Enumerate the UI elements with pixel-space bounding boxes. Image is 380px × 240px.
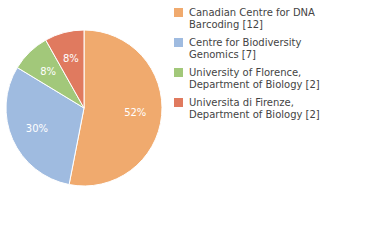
legend-swatch: [174, 38, 183, 47]
legend-label-line: Centre for Biodiversity: [189, 37, 302, 48]
legend-item: University of Florence,Department of Bio…: [174, 67, 320, 90]
legend-label-line: University of Florence,: [189, 67, 301, 78]
legend-item: Centre for BiodiversityGenomics [7]: [174, 37, 302, 60]
legend-label-line: Genomics [7]: [189, 49, 256, 60]
legend-item: Canadian Centre for DNABarcoding [12]: [174, 7, 315, 30]
legend-label: University of Florence,Department of Bio…: [189, 67, 320, 90]
legend-label-line: Barcoding [12]: [189, 19, 263, 30]
chart: 52% 30% 8% 8% Canadian Centre for DNABarcodi…: [0, 0, 380, 240]
legend-label-line: Universita di Firenze,: [189, 97, 294, 108]
data-label: 30%: [26, 123, 48, 134]
data-label: 8%: [40, 66, 56, 77]
legend-label-line: Department of Biology [2]: [189, 109, 320, 120]
legend: Canadian Centre for DNABarcoding [12] Cen…: [174, 7, 320, 120]
legend-item: Universita di Firenze,Department of Biol…: [174, 97, 320, 120]
legend-swatch: [174, 8, 183, 17]
legend-label: Universita di Firenze,Department of Biol…: [189, 97, 320, 120]
data-label: 52%: [124, 107, 146, 118]
data-label: 8%: [63, 53, 79, 64]
legend-swatch: [174, 98, 183, 107]
pie: [6, 30, 162, 186]
legend-label: Canadian Centre for DNABarcoding [12]: [189, 7, 315, 30]
legend-label-line: Canadian Centre for DNA: [189, 7, 315, 18]
data-labels: 52% 30% 8% 8%: [26, 53, 147, 135]
legend-swatch: [174, 68, 183, 77]
legend-label-line: Department of Biology [2]: [189, 79, 320, 90]
legend-label: Centre for BiodiversityGenomics [7]: [189, 37, 302, 60]
